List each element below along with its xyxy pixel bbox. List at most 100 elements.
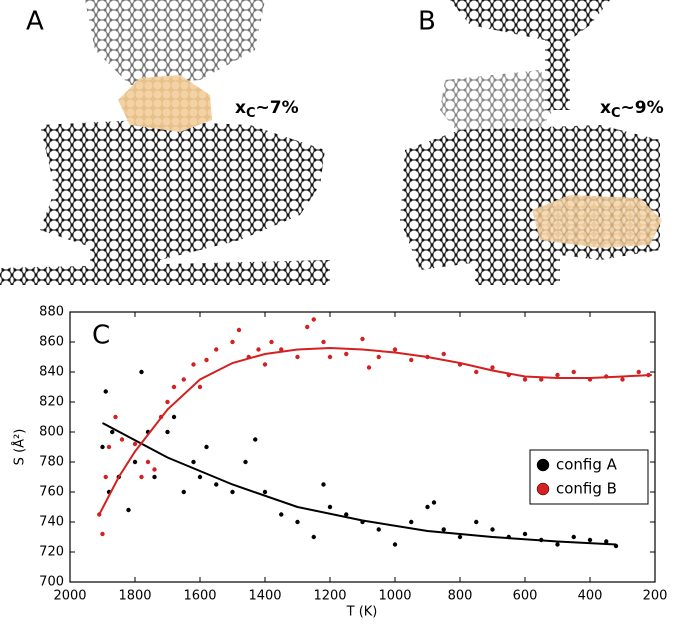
- data-point: [321, 339, 326, 345]
- x-tick-label: 800: [448, 589, 473, 604]
- data-point: [441, 527, 446, 532]
- data-point: [636, 369, 641, 375]
- fit-line: [98, 346, 652, 515]
- data-point: [305, 324, 310, 330]
- data-point: [103, 474, 108, 480]
- data-point: [587, 537, 593, 543]
- data-point: [197, 474, 203, 480]
- data-point: [474, 369, 479, 375]
- data-point: [295, 354, 300, 360]
- y-tick-label: 800: [39, 425, 64, 440]
- data-point: [539, 377, 544, 382]
- panel-a-image: [0, 0, 330, 285]
- data-point: [100, 531, 105, 537]
- data-point: [522, 531, 528, 537]
- data-point: [571, 369, 576, 375]
- x-tick-label: 1400: [248, 589, 281, 604]
- y-tick-label: 840: [39, 365, 64, 380]
- annotation-sub: C: [246, 106, 256, 121]
- data-point: [490, 527, 495, 532]
- data-point: [230, 339, 235, 345]
- data-point: [311, 534, 316, 540]
- data-point: [165, 429, 170, 435]
- panel-label: B: [418, 7, 436, 37]
- data-point: [165, 399, 170, 405]
- data-point: [392, 542, 398, 547]
- panel-label: A: [26, 7, 44, 37]
- data-point: [490, 365, 495, 370]
- data-point: [409, 519, 414, 525]
- data-point: [139, 369, 144, 375]
- annotation: xC~7%: [235, 98, 299, 121]
- data-point: [204, 444, 209, 450]
- data-point: [100, 444, 105, 450]
- y-tick-label: 860: [39, 335, 64, 350]
- x-tick-label: 200: [643, 589, 668, 604]
- data-point: [256, 347, 261, 352]
- y-tick-label: 700: [39, 575, 64, 590]
- data-point: [191, 459, 196, 465]
- data-point: [392, 347, 398, 352]
- data-point: [236, 327, 242, 333]
- data-point: [139, 474, 144, 480]
- data-point: [555, 542, 560, 547]
- data-point: [604, 539, 609, 544]
- panel-label: C: [92, 321, 110, 351]
- data-point: [230, 489, 235, 495]
- legend-label: config B: [556, 480, 617, 498]
- annotation-sub: C: [611, 106, 621, 121]
- y-tick-label: 720: [39, 545, 64, 560]
- data-point: [152, 474, 157, 480]
- y-axis-label: S (Å²): [12, 429, 28, 466]
- data-point: [344, 351, 349, 357]
- annotation: xC~9%: [600, 98, 664, 121]
- panel-b-image: [400, 0, 662, 285]
- data-point: [171, 414, 177, 420]
- y-tick-label: 820: [39, 395, 64, 410]
- annotation-symbol: x: [235, 98, 246, 118]
- data-point: [327, 504, 333, 510]
- data-point: [279, 512, 284, 517]
- data-point: [171, 384, 177, 390]
- data-point: [197, 384, 203, 390]
- x-tick-label: 1600: [183, 589, 216, 604]
- data-point: [620, 377, 625, 382]
- data-point: [262, 362, 268, 367]
- x-axis-label: T (K): [346, 605, 378, 620]
- x-tick-label: 2000: [53, 589, 86, 604]
- data-point: [409, 357, 414, 363]
- plot-frame: [69, 311, 656, 583]
- data-point: [571, 534, 576, 540]
- data-point: [106, 444, 112, 450]
- x-tick-label: 1200: [313, 589, 346, 604]
- y-tick-label: 760: [39, 485, 64, 500]
- legend-box: [529, 449, 649, 505]
- data-point: [132, 459, 138, 465]
- data-point: [522, 377, 528, 382]
- data-point: [214, 347, 219, 352]
- data-point: [441, 351, 446, 357]
- data-point: [295, 519, 300, 525]
- legend-label: config A: [556, 456, 618, 474]
- y-tick-label: 740: [39, 515, 64, 530]
- data-point: [344, 512, 349, 517]
- data-point: [191, 362, 196, 367]
- x-tick-label: 600: [513, 589, 538, 604]
- data-point: [360, 336, 365, 342]
- data-point: [425, 504, 430, 510]
- legend-marker: [536, 458, 550, 472]
- data-point: [321, 482, 326, 487]
- annotation-rest: ~7%: [256, 98, 299, 118]
- data-point: [214, 482, 219, 487]
- legend-marker: [536, 482, 550, 496]
- data-point: [113, 414, 118, 420]
- data-point: [181, 377, 186, 382]
- data-point: [311, 317, 316, 322]
- annotation-rest: ~9%: [621, 98, 664, 118]
- data-point: [253, 437, 258, 442]
- data-point: [126, 507, 131, 513]
- data-point: [204, 357, 209, 363]
- x-tick-label: 1000: [378, 589, 411, 604]
- data-point: [376, 354, 381, 360]
